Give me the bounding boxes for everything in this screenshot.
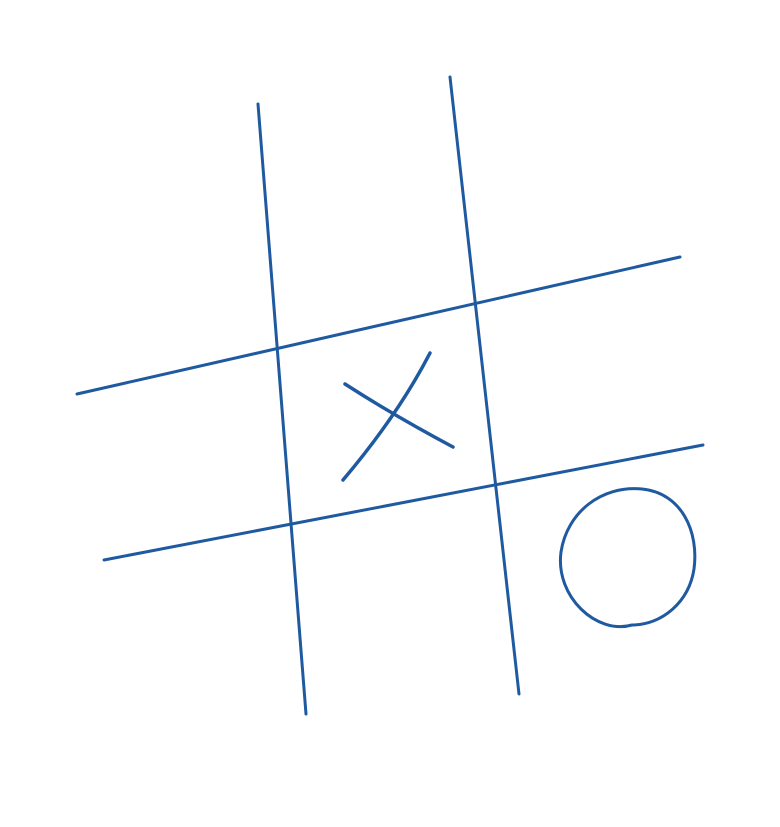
grid-line-vertical-right	[448, 75, 521, 696]
o-mark	[558, 487, 697, 629]
x-mark	[341, 351, 455, 482]
board-marks	[341, 351, 697, 629]
grid-line-horizontal-bottom	[102, 443, 705, 562]
x-stroke-1	[343, 382, 455, 449]
grid-line-vertical-left	[256, 102, 308, 716]
grid-line-horizontal-top	[75, 255, 682, 396]
o-stroke	[558, 487, 697, 629]
x-stroke-2	[341, 351, 432, 482]
